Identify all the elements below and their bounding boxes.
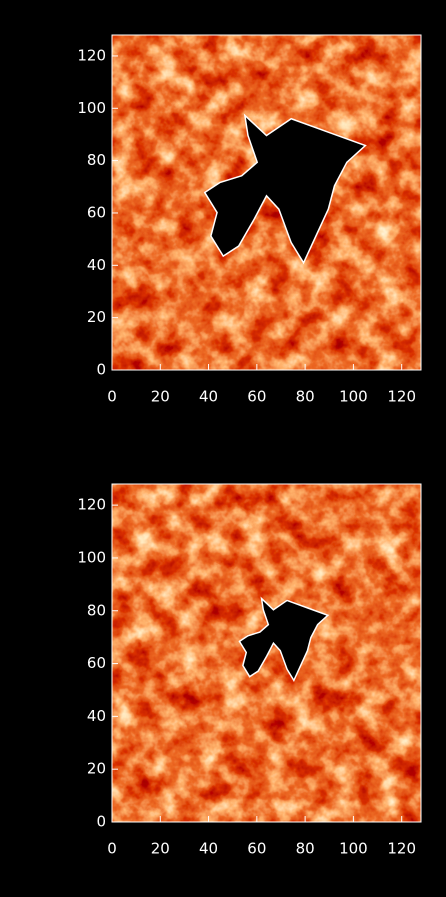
x-tick-label: 0 bbox=[107, 840, 117, 858]
y-tick-label: 40 bbox=[87, 707, 106, 725]
x-tick-label: 40 bbox=[199, 840, 218, 858]
x-tick-label: 60 bbox=[247, 840, 266, 858]
y-tick-label: 0 bbox=[96, 813, 106, 831]
page: 0 20 40 60 80 100 120 0 20 40 60 80 100 120 0 20 40 60 80 1… bbox=[0, 0, 446, 897]
x-tick-label: 100 bbox=[339, 388, 368, 406]
x-tick-label: 40 bbox=[199, 388, 218, 406]
heatmap-image bbox=[112, 35, 421, 370]
x-tick-label: 100 bbox=[339, 840, 368, 858]
x-tick-label: 120 bbox=[387, 388, 416, 406]
y-tick-label: 120 bbox=[77, 46, 106, 64]
figure: 0 20 40 60 80 100 120 0 20 40 60 80 100 120 0 20 40 60 80 1… bbox=[0, 0, 446, 897]
y-tick-label: 60 bbox=[87, 654, 106, 672]
y-tick-label: 80 bbox=[87, 151, 106, 169]
x-tick-label: 120 bbox=[387, 840, 416, 858]
x-tick-label: 0 bbox=[107, 388, 117, 406]
y-tick-label: 20 bbox=[87, 308, 106, 326]
y-tick-label: 0 bbox=[96, 361, 106, 379]
x-tick-label: 20 bbox=[151, 840, 170, 858]
x-tick-label: 80 bbox=[296, 840, 315, 858]
y-tick-label: 100 bbox=[77, 548, 106, 566]
x-tick-label: 60 bbox=[247, 388, 266, 406]
y-tick-label: 120 bbox=[77, 496, 106, 514]
y-tick-label: 80 bbox=[87, 601, 106, 619]
y-tick-label: 20 bbox=[87, 760, 106, 778]
x-tick-label: 20 bbox=[151, 388, 170, 406]
y-tick-label: 60 bbox=[87, 203, 106, 221]
y-tick-label: 100 bbox=[77, 99, 106, 117]
y-tick-label: 40 bbox=[87, 256, 106, 274]
x-tick-label: 80 bbox=[296, 388, 315, 406]
